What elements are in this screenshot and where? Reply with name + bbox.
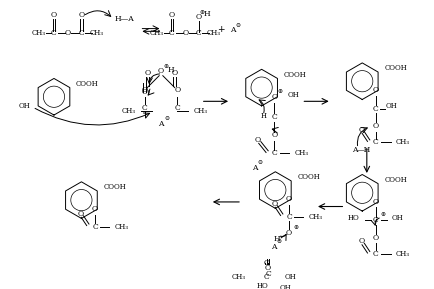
Text: CH₃: CH₃ [90, 29, 104, 37]
Text: O: O [255, 136, 261, 144]
Text: C: C [141, 104, 148, 112]
Text: COOH: COOH [283, 71, 306, 79]
Text: ⊕: ⊕ [200, 10, 204, 15]
Text: OH: OH [285, 273, 296, 281]
Text: O: O [172, 69, 178, 77]
Text: O: O [169, 11, 175, 19]
Text: A: A [252, 164, 257, 172]
Text: A: A [271, 243, 276, 251]
Text: O: O [183, 29, 189, 37]
Text: C: C [373, 250, 379, 258]
Text: CH₃: CH₃ [149, 29, 164, 37]
Text: OH: OH [287, 91, 299, 99]
Text: O: O [271, 93, 277, 101]
Text: CH₃: CH₃ [194, 108, 208, 115]
Text: C: C [272, 113, 277, 121]
Text: +: + [217, 25, 224, 34]
Text: H—A: H—A [115, 15, 134, 23]
Text: CH₃: CH₃ [396, 138, 410, 147]
Text: ⊖: ⊖ [235, 23, 240, 28]
Text: O: O [158, 67, 164, 75]
Text: OH: OH [391, 214, 403, 223]
Text: O: O [141, 88, 148, 96]
Text: CH₃: CH₃ [295, 149, 309, 158]
Text: HO: HO [256, 282, 268, 289]
Text: COOH: COOH [76, 80, 99, 88]
Text: CH₃: CH₃ [31, 29, 46, 37]
Text: CH₃: CH₃ [396, 250, 410, 258]
Text: O: O [92, 205, 98, 213]
Text: CH₃: CH₃ [114, 223, 128, 231]
Text: H: H [204, 10, 210, 18]
Text: O: O [373, 122, 379, 130]
Text: O: O [141, 86, 148, 94]
Text: O: O [373, 198, 379, 206]
Text: O: O [265, 264, 271, 272]
Text: C: C [373, 216, 379, 224]
Text: C: C [196, 29, 201, 37]
Text: O: O [358, 126, 365, 134]
Text: COOH: COOH [103, 183, 126, 191]
Text: COOH: COOH [384, 176, 407, 184]
Text: C: C [373, 105, 379, 113]
Text: C: C [79, 29, 84, 37]
Text: OH: OH [386, 102, 398, 110]
Text: H: H [168, 66, 174, 74]
Text: C: C [92, 223, 98, 231]
Text: A: A [230, 26, 235, 34]
Text: O: O [373, 234, 379, 242]
Text: A: A [158, 120, 164, 128]
Text: H: H [260, 112, 266, 120]
Text: O: O [195, 13, 201, 21]
Text: CH₃: CH₃ [207, 29, 221, 37]
Text: O: O [286, 195, 292, 203]
Text: C: C [265, 270, 271, 278]
Text: OH: OH [280, 284, 292, 289]
Text: O: O [174, 86, 181, 94]
Text: H: H [274, 235, 280, 242]
Text: C: C [51, 29, 57, 37]
Text: ⊕: ⊕ [380, 212, 385, 217]
Text: O: O [358, 237, 365, 245]
Text: CH₃: CH₃ [308, 213, 322, 221]
Text: COOH: COOH [384, 64, 407, 72]
Text: C: C [263, 273, 269, 281]
Text: C: C [373, 138, 379, 147]
Text: O: O [51, 11, 57, 19]
Text: CH₃: CH₃ [232, 273, 246, 281]
Text: ⊕: ⊕ [277, 89, 283, 94]
Text: O: O [79, 11, 85, 19]
Text: O: O [271, 200, 277, 208]
Text: O: O [286, 229, 292, 237]
Text: CH₃: CH₃ [122, 108, 135, 115]
Text: C: C [286, 213, 292, 221]
Text: OH: OH [18, 102, 30, 110]
Text: ⊖: ⊖ [164, 116, 169, 121]
Text: C: C [174, 104, 181, 112]
Text: ⊖: ⊖ [276, 239, 281, 244]
Text: C: C [169, 29, 175, 37]
Text: A: A [352, 146, 358, 154]
Text: O: O [65, 29, 71, 37]
Text: HO: HO [348, 214, 359, 223]
Text: —H: —H [357, 146, 371, 154]
Text: ⊖: ⊖ [257, 160, 262, 165]
Text: ⊕: ⊕ [293, 225, 298, 230]
Text: O: O [271, 131, 277, 139]
Text: O: O [373, 86, 379, 94]
Text: ⊕: ⊕ [163, 64, 168, 69]
Text: O: O [77, 210, 84, 218]
Text: COOH: COOH [297, 173, 320, 181]
Text: C: C [272, 149, 277, 158]
Text: O: O [263, 259, 269, 267]
Text: O: O [144, 69, 150, 77]
